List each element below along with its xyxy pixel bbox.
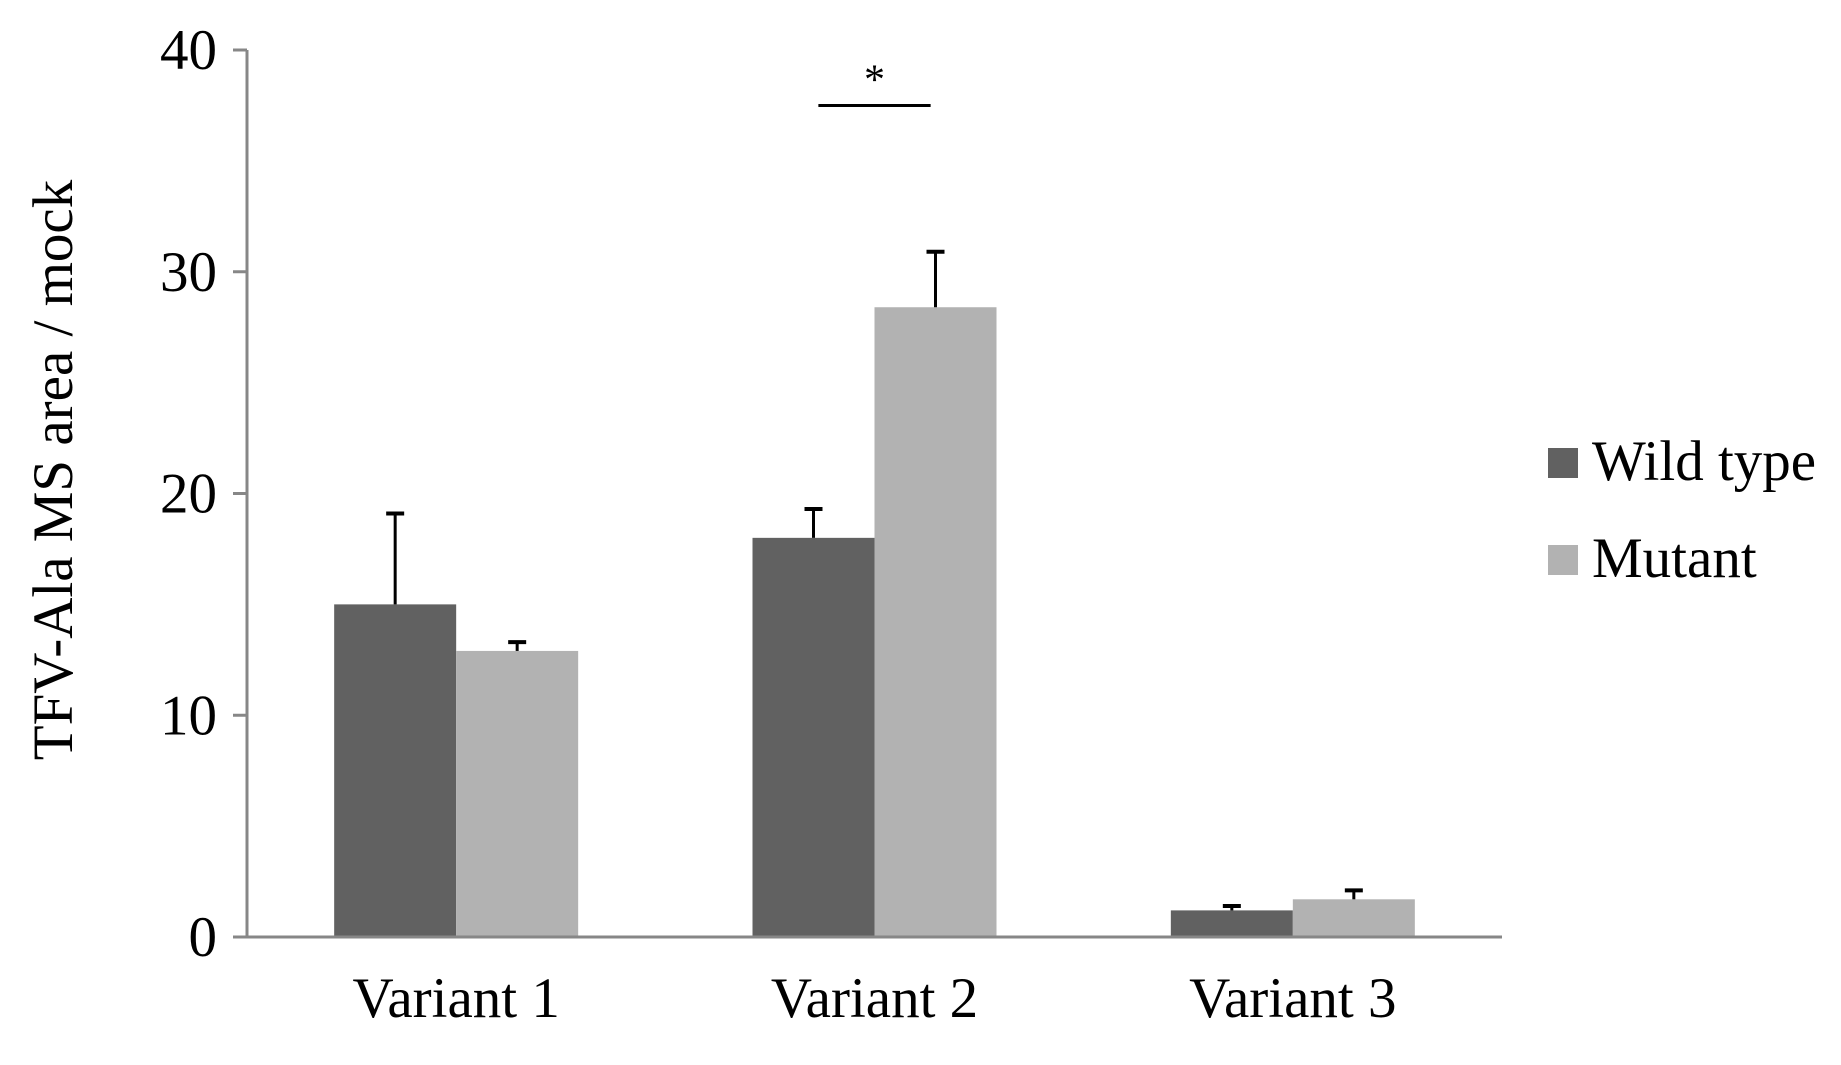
y-tick-label: 0	[189, 906, 218, 969]
legend-label: Mutant	[1592, 527, 1757, 590]
significance-star: *	[864, 57, 885, 103]
x-axis: Variant 1 Variant 2 Variant 3	[247, 935, 1502, 1030]
bar	[874, 307, 997, 938]
y-tick-label: 30	[160, 241, 217, 304]
y-tick-label: 20	[160, 463, 217, 526]
bar	[1292, 899, 1415, 937]
bar	[1170, 910, 1293, 937]
y-axis-title: TFV-Ala MS area / mock	[22, 179, 85, 760]
plot-area: *	[334, 57, 1415, 938]
legend-swatch	[1548, 448, 1578, 478]
bar	[334, 604, 457, 937]
legend-label: Wild type	[1592, 430, 1816, 493]
bar	[456, 650, 579, 937]
bar	[752, 537, 875, 937]
y-tick-label: 10	[160, 684, 217, 747]
y-axis: 0 10 20 30 40	[160, 19, 249, 969]
x-tick-label: Variant 2	[771, 967, 978, 1030]
x-tick-label: Variant 3	[1189, 967, 1396, 1030]
y-tick-label: 40	[160, 19, 217, 82]
legend-swatch	[1548, 545, 1578, 575]
legend: Wild type Mutant	[1548, 430, 1816, 590]
x-tick-label: Variant 1	[352, 967, 559, 1030]
